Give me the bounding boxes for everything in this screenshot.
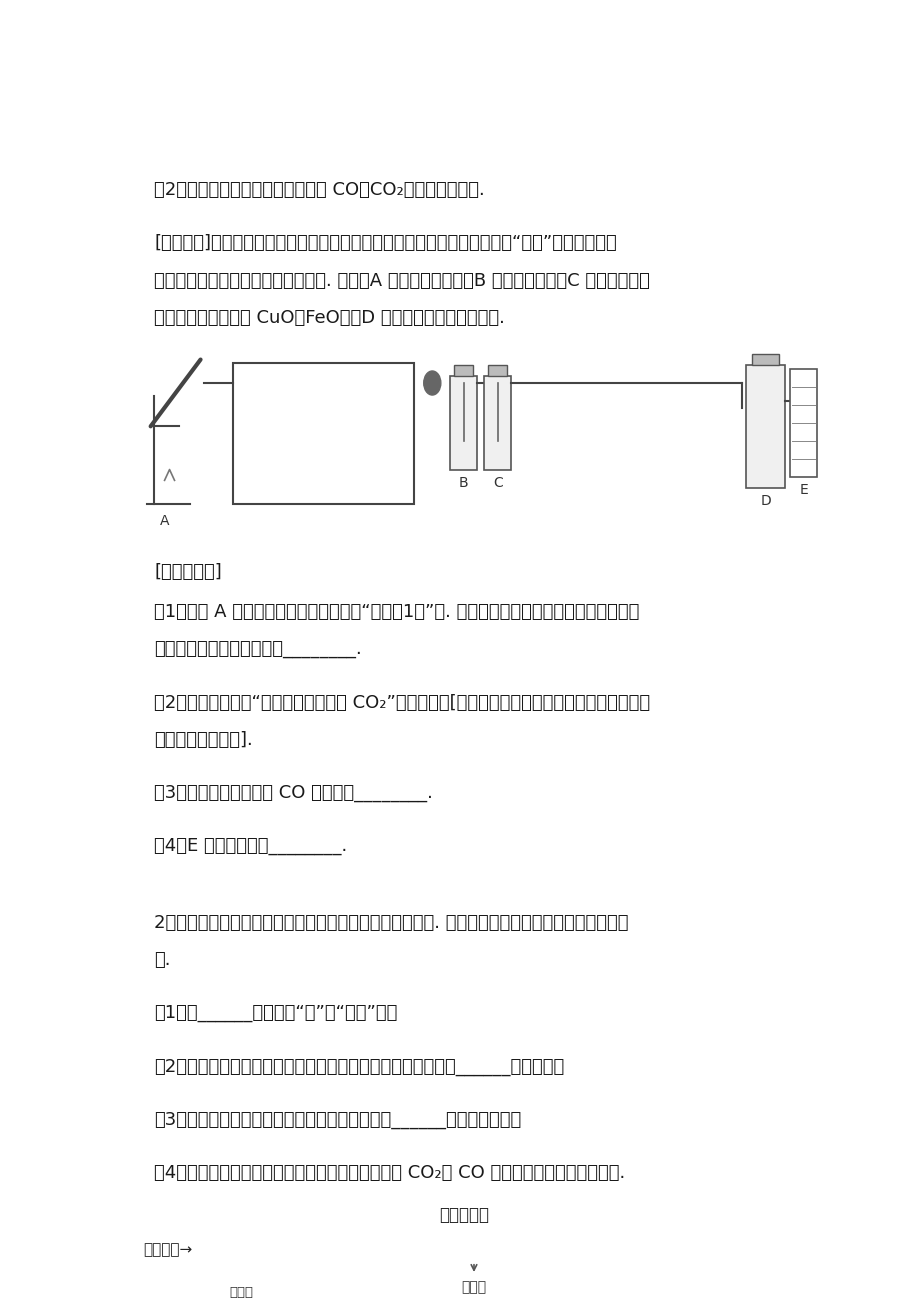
Circle shape [367, 1247, 376, 1260]
Text: 加强热: 加强热 [461, 1280, 486, 1294]
Text: 进行某赤鐵矿石经处理后样品的测定. 已知：A 中装有草酸晋体，B 中装有碱石灰，C 中装有赤鐵矿: 进行某赤鐵矿石经处理后样品的测定. 已知：A 中装有草酸晋体，B 中装有碱石灰，… [154, 272, 650, 289]
Circle shape [531, 1247, 539, 1260]
Text: C: C [493, 475, 502, 490]
Circle shape [601, 1247, 609, 1260]
Text: A: A [160, 514, 169, 529]
Bar [745, 365, 785, 488]
Text: D: D [759, 493, 770, 508]
Text: （4）小英同学根据冶鐵原理，按下图装置用含少量 CO₂的 CO 测定某种鐵的氧化物的组成.: （4）小英同学根据冶鐵原理，按下图装置用含少量 CO₂的 CO 测定某种鐵的氧化… [154, 1164, 625, 1182]
Text: 2、钓鐵是重要的金属材料，在生产、生活中有广泛的用途. 建筑业施工时搞的脚手架很多用的是钓: 2、钓鐵是重要的金属材料，在生产、生活中有广泛的用途. 建筑业施工时搞的脚手架很… [154, 914, 628, 932]
Text: （2）草酸分解产物中的气体可能是 CO、CO₂或它们的混合物.: （2）草酸分解产物中的气体可能是 CO、CO₂或它们的混合物. [154, 181, 484, 199]
Bar [789, 368, 816, 477]
Bar [419, 1236, 528, 1272]
Text: 石样品（杂质只含有 CuO、FeO），D 中盛装足量的澤清石灰水.: 石样品（杂质只含有 CuO、FeO），D 中盛装足量的澤清石灰水. [154, 309, 505, 327]
Text: [讨论与交流]: [讨论与交流] [154, 562, 221, 581]
Bar [751, 354, 778, 365]
Circle shape [321, 1247, 329, 1260]
Circle shape [424, 371, 440, 395]
Bar [488, 365, 506, 376]
Text: 管.: 管. [154, 952, 171, 969]
Text: 氢氧化
钔溶液: 氢氧化 钔溶液 [229, 1286, 253, 1302]
Bar [340, 1294, 370, 1302]
Circle shape [414, 1247, 423, 1260]
Bar [483, 376, 511, 470]
Text: B: B [459, 475, 468, 490]
Bar [697, 1294, 726, 1302]
Text: （2）请你设计完成“证明分解产物中有 CO₂”的实验方案[用简要的实验装置图在方框内表示，要体: （2）请你设计完成“证明分解产物中有 CO₂”的实验方案[用简要的实验装置图在方… [154, 694, 650, 712]
Bar [233, 363, 414, 504]
Bar [756, 1247, 763, 1260]
Text: （4）E 装置的作用是________.: （4）E 装置的作用是________. [154, 837, 347, 855]
Text: E: E [799, 483, 807, 497]
Text: （3）证明分解产物中有 CO 的现象是________.: （3）证明分解产物中有 CO 的现象是________. [154, 784, 433, 802]
Circle shape [639, 1247, 648, 1260]
Text: （3）为了防止脚手架锈蚀，人们可采取的方法是______（任写一种）；: （3）为了防止脚手架锈蚀，人们可采取的方法是______（任写一种）； [154, 1111, 521, 1129]
Text: 现所用仪器和试剂].: 现所用仪器和试剂]. [154, 730, 253, 749]
Text: 向下的，你的判断和理由是________.: 向下的，你的判断和理由是________. [154, 641, 361, 659]
Bar [449, 376, 477, 470]
Text: （2）施工过程中发现钓管在空气中锈蚀，原因是鐵跟空气中的______发生反应；: （2）施工过程中发现钓管在空气中锈蚀，原因是鐵跟空气中的______发生反应； [154, 1057, 564, 1075]
Text: 鑃的氧化物: 鑃的氧化物 [439, 1206, 489, 1224]
Text: 混合气体→: 混合气体→ [143, 1242, 193, 1258]
Circle shape [275, 1247, 283, 1260]
Text: [设计方案]：化学学习小组的同学经过讨论，设计了如下图所示的装置进行“猜想”的实验探究和: [设计方案]：化学学习小组的同学经过讨论，设计了如下图所示的装置进行“猜想”的实… [154, 234, 617, 253]
Text: （1）钓______合金（填“是”或“不是”）；: （1）钓______合金（填“是”或“不是”）； [154, 1004, 397, 1022]
Text: （1）上图 A 是用来加热草酸晋体并验证“猜想（1）”的. 小华认为该装置错误，正确应是试管略: （1）上图 A 是用来加热草酸晋体并验证“猜想（1）”的. 小华认为该装置错误，… [154, 603, 639, 621]
Bar [454, 365, 472, 376]
Bar [233, 1294, 263, 1302]
Circle shape [228, 1247, 237, 1260]
